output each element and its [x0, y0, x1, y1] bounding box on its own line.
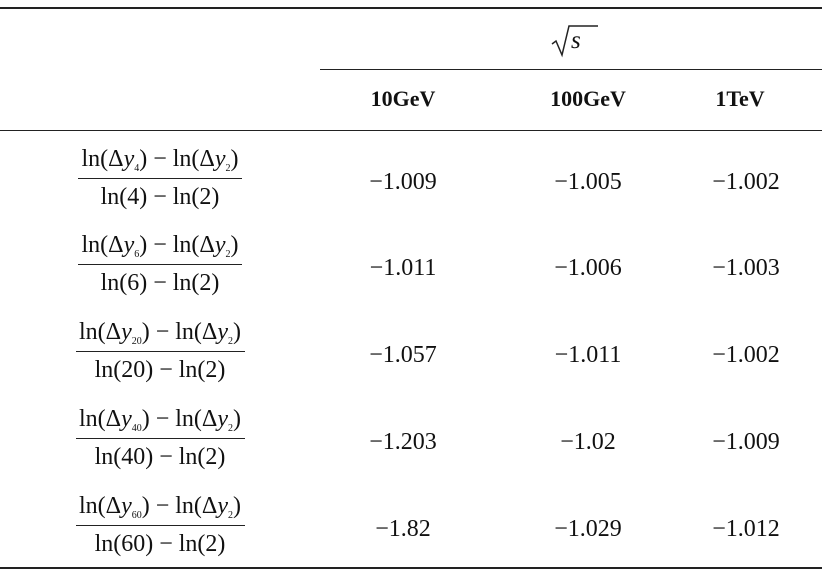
table-top-rule	[0, 7, 822, 9]
ratio-denominator: ln(6) − ln(2)	[100, 270, 220, 297]
group-header-rule	[320, 69, 822, 71]
denominator-ref: 2	[205, 531, 218, 558]
table-cell: −1.029	[554, 516, 622, 542]
denominator-ref: 2	[199, 270, 212, 297]
denominator-n: 6	[127, 270, 140, 297]
denominator-ref: 2	[199, 184, 212, 211]
subscript-ref: 2	[228, 423, 234, 434]
ratio-numerator: ln(Δy60) − ln(Δy2)	[78, 493, 242, 521]
table-cell: −1.005	[554, 169, 622, 195]
column-header-1tev: 1TeV	[715, 86, 765, 111]
ratio-expression: ln(Δy60) − ln(Δy2) ln(60) − ln(2)	[40, 489, 280, 561]
denominator-n: 4	[127, 184, 140, 211]
table-row: ln(Δy6) − ln(Δy2) ln(6) − ln(2) −1.011 −1.0…	[0, 222, 822, 308]
table-cell: −1.011	[554, 342, 622, 368]
header-bottom-rule	[0, 130, 822, 132]
table-cell: −1.003	[712, 255, 780, 281]
column-header-100gev: 100GeV	[550, 86, 626, 111]
table-cell: −1.203	[369, 429, 437, 455]
subscript-n: 60	[131, 510, 142, 521]
ratio-numerator: ln(Δy20) − ln(Δy2)	[78, 319, 242, 347]
fraction-bar	[75, 525, 245, 527]
fraction-bar	[75, 438, 245, 440]
table-row: ln(Δy60) − ln(Δy2) ln(60) − ln(2) −1.82 −1.…	[0, 483, 822, 569]
ratio-numerator: ln(Δy4) − ln(Δy2)	[81, 146, 239, 174]
denominator-n: 20	[121, 357, 146, 384]
ratio-expression: ln(Δy6) − ln(Δy2) ln(6) − ln(2)	[40, 228, 280, 300]
subscript-ref: 2	[225, 163, 231, 174]
fraction-bar	[75, 351, 245, 353]
ratio-expression: ln(Δy4) − ln(Δy2) ln(4) − ln(2)	[40, 142, 280, 214]
subscript-n: 20	[131, 336, 142, 347]
subscript-ref: 2	[228, 336, 234, 347]
table-cell: −1.006	[554, 255, 622, 281]
subscript-ref: 2	[228, 510, 234, 521]
denominator-n: 60	[121, 531, 146, 558]
table-row: ln(Δy20) − ln(Δy2) ln(20) − ln(2) −1.057 −1…	[0, 309, 822, 395]
ratio-denominator: ln(60) − ln(2)	[94, 531, 226, 558]
table-cell: −1.009	[369, 169, 437, 195]
table-bottom-rule	[0, 567, 822, 569]
subscript-n: 6	[134, 249, 140, 260]
ratio-expression: ln(Δy40) − ln(Δy2) ln(40) − ln(2)	[40, 402, 280, 474]
denominator-ref: 2	[205, 444, 218, 471]
ratio-denominator: ln(40) − ln(2)	[94, 444, 226, 471]
table-cell: −1.002	[712, 169, 780, 195]
table-cell: −1.011	[369, 255, 437, 281]
table-cell: −1.012	[712, 516, 780, 542]
table-cell: −1.002	[712, 342, 780, 368]
table-cell: −1.82	[375, 516, 431, 542]
ratio-denominator: ln(4) − ln(2)	[100, 184, 220, 211]
sqrt-s-header: s	[550, 24, 610, 58]
ratio-numerator: ln(Δy6) − ln(Δy2)	[81, 232, 239, 260]
table-row: ln(Δy4) − ln(Δy2) ln(4) − ln(2) −1.009 −1.0…	[0, 136, 822, 222]
ratio-denominator: ln(20) − ln(2)	[94, 357, 226, 384]
subscript-n: 4	[134, 163, 140, 174]
table-cell: −1.009	[712, 429, 780, 455]
denominator-ref: 2	[205, 357, 218, 384]
denominator-n: 40	[121, 444, 146, 471]
table-row: ln(Δy40) − ln(Δy2) ln(40) − ln(2) −1.203 −1…	[0, 396, 822, 482]
subscript-ref: 2	[225, 249, 231, 260]
column-header-10gev: 10GeV	[370, 86, 436, 111]
table-cell: −1.02	[560, 429, 616, 455]
ratio-numerator: ln(Δy40) − ln(Δy2)	[78, 406, 242, 434]
fraction-bar	[78, 264, 242, 266]
sqrt-variable: s	[571, 27, 581, 54]
fraction-bar	[78, 178, 242, 180]
ratio-expression: ln(Δy20) − ln(Δy2) ln(20) − ln(2)	[40, 315, 280, 387]
subscript-n: 40	[131, 423, 142, 434]
table-cell: −1.057	[369, 342, 437, 368]
sqrt-icon	[551, 25, 598, 58]
